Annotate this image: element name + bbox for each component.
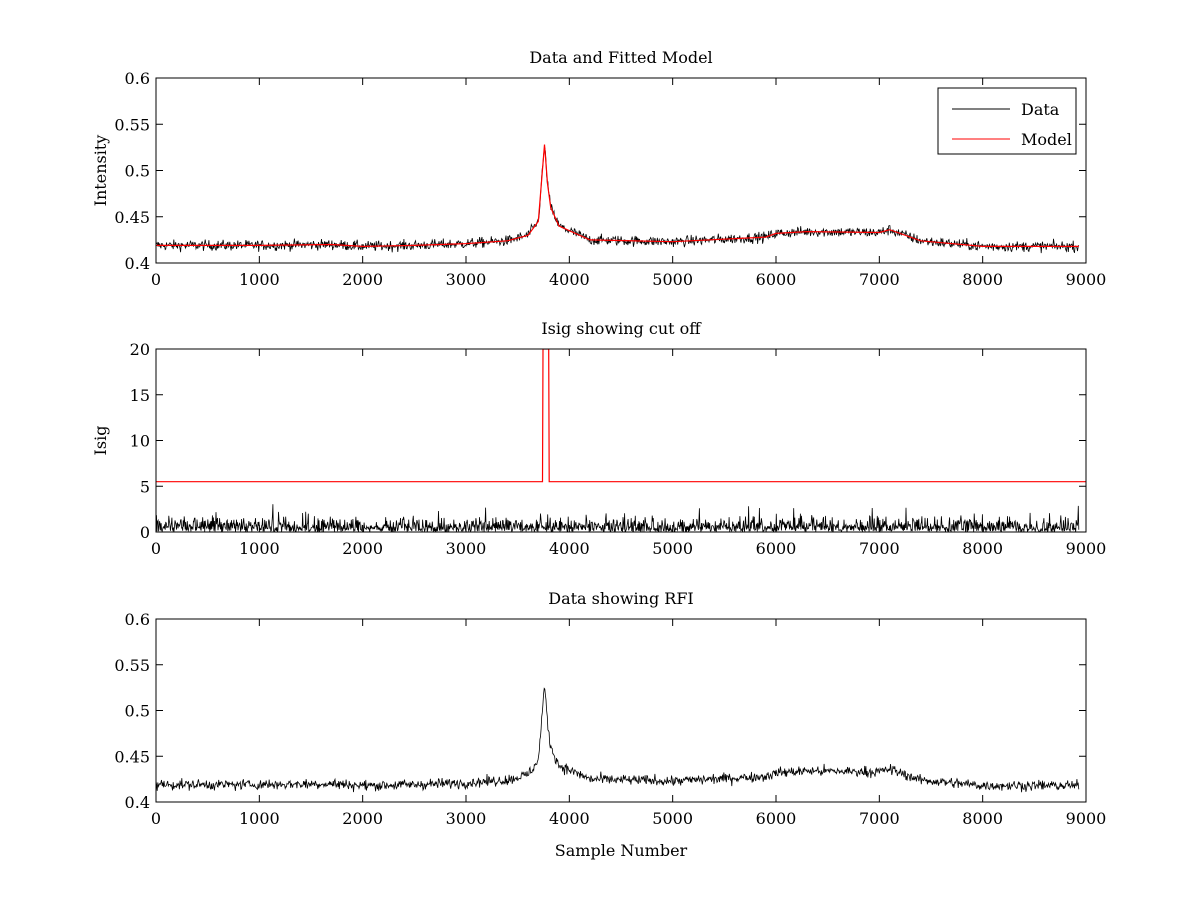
x-tick-label: 3000 — [446, 270, 487, 289]
y-axis-label: Intensity — [91, 135, 110, 207]
chart-title: Data showing RFI — [548, 589, 693, 608]
axes-frame — [155, 618, 1087, 803]
chart-title: Isig showing cut off — [541, 319, 702, 338]
chart-panel-2: 0 1000 2000 3000 4000 5000 6000 7000 8000 9000 0 5 1… — [91, 319, 1106, 558]
y-tick-label: 10 — [130, 432, 150, 451]
x-tick-label: 7000 — [859, 539, 900, 558]
y-tick-label: 0.55 — [114, 115, 150, 134]
legend: Data Model — [937, 87, 1077, 155]
series-group — [156, 144, 1080, 254]
x-tick-label: 8000 — [962, 809, 1003, 828]
x-axis-label: Sample Number — [555, 841, 688, 860]
x-tick-label: 1000 — [239, 539, 280, 558]
y-tick-label: 0.4 — [125, 793, 150, 812]
x-tick-label: 2000 — [342, 539, 383, 558]
x-tick-label: 6000 — [756, 539, 797, 558]
chart-title: Data and Fitted Model — [529, 48, 712, 67]
x-tick-label: 3000 — [446, 809, 487, 828]
y-tick-label: 0.45 — [114, 747, 150, 766]
x-tick-label: 1000 — [239, 270, 280, 289]
y-tick-label: 0.4 — [125, 254, 150, 273]
chart-panel-3: 0 1000 2000 3000 4000 5000 6000 7000 8000 9000 0.4… — [114, 589, 1106, 860]
x-tick-label: 1000 — [239, 809, 280, 828]
series-line-panel2-1 — [156, 504, 1080, 532]
axes-frame — [155, 348, 1087, 533]
x-tick-label: 4000 — [549, 809, 590, 828]
x-tick-label: 2000 — [342, 809, 383, 828]
x-tick-label: 8000 — [962, 270, 1003, 289]
y-tick-label: 5 — [140, 477, 150, 496]
series-group — [156, 349, 1086, 532]
x-tick-label: 5000 — [652, 809, 693, 828]
x-tick-label: 8000 — [962, 539, 1003, 558]
x-tick-label: 0 — [151, 809, 161, 828]
y-tick-label: 0 — [140, 523, 150, 542]
y-tick-label: 20 — [130, 340, 150, 359]
x-tick-label: 6000 — [756, 270, 797, 289]
x-tick-label: 9000 — [1066, 270, 1107, 289]
y-axis-label: Isig — [91, 426, 110, 456]
y-tick-label: 0.55 — [114, 656, 150, 675]
x-tick-label: 5000 — [652, 539, 693, 558]
series-line-data — [156, 147, 1080, 254]
x-tick-label: 4000 — [549, 270, 590, 289]
x-tick-label: 7000 — [859, 270, 900, 289]
y-tick-label: 0.6 — [125, 69, 150, 88]
series-line-panel3-1 — [156, 687, 1080, 793]
series-group — [156, 687, 1080, 793]
x-tick-label: 5000 — [652, 270, 693, 289]
series-line-panel2-2 — [156, 349, 1086, 483]
series-line-model — [156, 144, 1079, 248]
legend-box — [937, 87, 1077, 155]
y-tick-label: 0.6 — [125, 610, 150, 629]
x-tick-label: 7000 — [859, 809, 900, 828]
x-tick-label: 0 — [151, 270, 161, 289]
x-tick-label: 9000 — [1066, 809, 1107, 828]
legend-label-data: Data — [1021, 100, 1060, 119]
x-tick-label: 3000 — [446, 539, 487, 558]
x-tick-label: 4000 — [549, 539, 590, 558]
x-tick-label: 9000 — [1066, 539, 1107, 558]
y-tick-label: 0.5 — [125, 702, 150, 721]
legend-label-model: Model — [1021, 130, 1072, 149]
y-tick-label: 0.45 — [114, 208, 150, 227]
y-tick-label: 15 — [130, 386, 150, 405]
y-tick-label: 0.5 — [125, 162, 150, 181]
chart-panel-1: 0 1000 2000 3000 4000 5000 6000 7000 8000 9000 0.4… — [91, 48, 1106, 289]
x-tick-label: 0 — [151, 539, 161, 558]
x-tick-label: 2000 — [342, 270, 383, 289]
x-tick-label: 6000 — [756, 809, 797, 828]
